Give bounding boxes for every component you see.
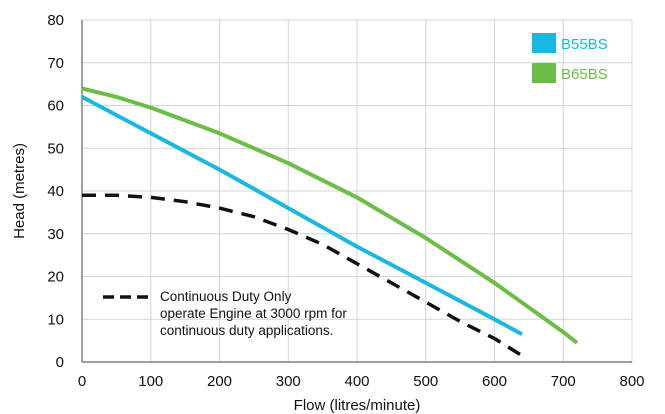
annotation-line-3: continuous duty applications.: [160, 323, 333, 338]
legend-swatch: [532, 63, 556, 83]
annotation-line-2: operate Engine at 3000 rpm for: [160, 306, 347, 321]
y-axis-title: Head (metres): [11, 143, 28, 239]
legend-label: B65BS: [561, 66, 608, 83]
y-tick-labels: 0 10 20 30 40 50 60 70 80: [47, 12, 64, 371]
y-tick-label: 20: [47, 269, 64, 286]
y-tick-label: 80: [47, 12, 64, 29]
legend: B55BS B65BS: [532, 33, 608, 83]
x-tick-label: 700: [551, 373, 576, 390]
legend-label: B55BS: [561, 36, 608, 53]
series-line-continuous-duty-only: [82, 193, 523, 358]
data-series: [81, 86, 579, 358]
x-tick-labels: 0 100 200 300 400 500 600 700 800: [78, 373, 645, 390]
y-tick-label: 30: [47, 226, 64, 243]
series-line-b65bs: [81, 86, 579, 345]
x-tick-label: 100: [138, 373, 163, 390]
x-tick-label: 400: [344, 373, 369, 390]
series-line-b55bs: [81, 95, 523, 336]
y-tick-label: 70: [47, 55, 64, 72]
x-tick-label: 600: [482, 373, 507, 390]
x-tick-label: 200: [207, 373, 232, 390]
x-tick-label: 500: [413, 373, 438, 390]
x-tick-label: 0: [78, 373, 86, 390]
annotation-line-1: Continuous Duty Only: [160, 289, 292, 304]
x-tick-label: 300: [276, 373, 301, 390]
x-tick-label: 800: [619, 373, 644, 390]
y-tick-label: 50: [47, 140, 64, 157]
gridlines: [82, 19, 633, 362]
continuous-duty-annotation: Continuous Duty Only operate Engine at 3…: [103, 289, 347, 338]
y-tick-label: 0: [56, 354, 64, 371]
axes: [81, 20, 632, 363]
y-tick-label: 40: [47, 183, 64, 200]
legend-swatch: [532, 33, 556, 53]
y-tick-label: 60: [47, 98, 64, 115]
x-axis-title: Flow (litres/minute): [294, 397, 421, 414]
y-tick-label: 10: [47, 311, 64, 328]
